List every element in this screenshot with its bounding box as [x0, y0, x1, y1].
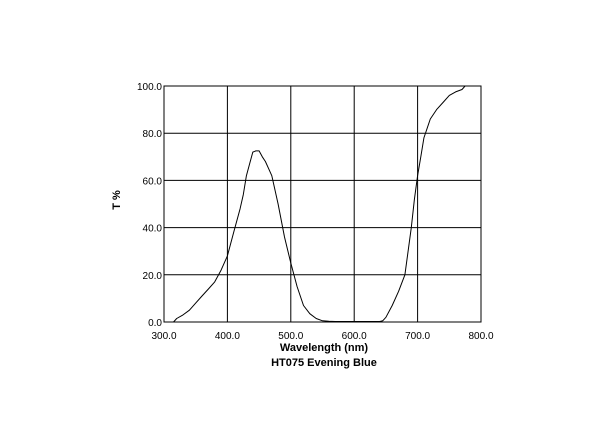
- chart-subtitle: HT075 Evening Blue: [271, 357, 377, 369]
- x-tick-label: 300.0: [151, 331, 176, 342]
- x-axis-tick-labels: 300.0 400.0 500.0 600.0 700.0 800.0: [151, 331, 493, 342]
- x-tick-label: 800.0: [468, 331, 493, 342]
- series-line: [173, 85, 466, 323]
- x-tick-label: 500.0: [278, 331, 303, 342]
- x-tick-label: 600.0: [342, 331, 367, 342]
- y-tick-label: 80.0: [143, 129, 163, 140]
- x-axis-title: Wavelength (nm): [280, 342, 369, 354]
- y-tick-label: 40.0: [143, 224, 163, 235]
- grid-lines: [164, 86, 481, 322]
- y-axis-title: T %: [111, 190, 123, 210]
- y-tick-label: 60.0: [143, 176, 163, 187]
- plot-area: [163, 85, 482, 323]
- x-tick-label: 400.0: [215, 331, 240, 342]
- series-layer: [173, 85, 466, 323]
- y-tick-label: 0.0: [148, 318, 162, 329]
- y-axis-tick-labels: 0.0 20.0 40.0 60.0 80.0 100.0: [137, 82, 162, 329]
- x-tick-label: 700.0: [405, 331, 430, 342]
- y-tick-label: 100.0: [137, 82, 162, 93]
- y-tick-label: 20.0: [143, 271, 163, 282]
